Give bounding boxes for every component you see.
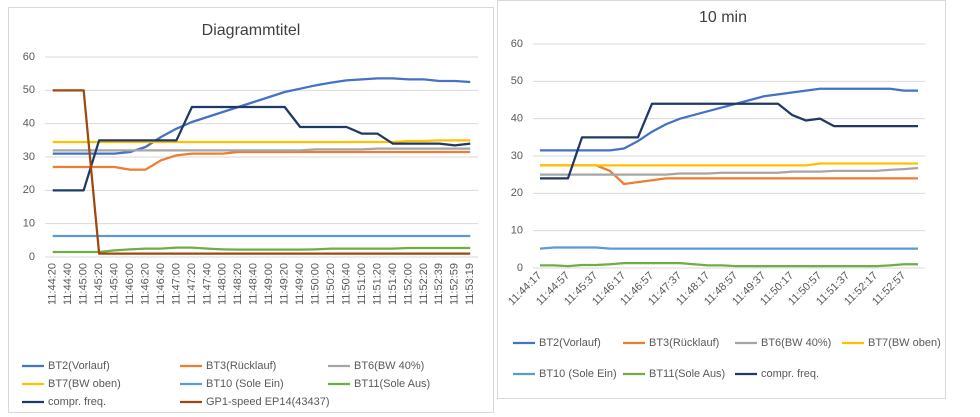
legend-label: BT6(BW 40%) bbox=[761, 337, 831, 349]
x-tick-label: 11:48:40 bbox=[248, 263, 260, 305]
x-tick-label: 11:49:00 bbox=[263, 263, 275, 305]
y-tick-label: 0 bbox=[517, 262, 523, 274]
x-tick-label: 11:47:20 bbox=[186, 263, 198, 305]
series-line bbox=[52, 147, 471, 152]
x-tick-label: 11:45:20 bbox=[93, 263, 105, 305]
x-tick-label: 11:52:59 bbox=[449, 263, 461, 305]
y-tick-label: 40 bbox=[23, 118, 35, 130]
x-tick-label: 11:49:20 bbox=[279, 263, 291, 305]
series-line bbox=[540, 164, 918, 186]
legend-label: BT11(Sole Aus) bbox=[354, 378, 430, 390]
series-line bbox=[540, 162, 918, 167]
series-line bbox=[540, 262, 918, 268]
chart-frame bbox=[8, 7, 494, 413]
y-tick-label: 50 bbox=[511, 75, 523, 87]
x-tick-label: 11:44:40 bbox=[62, 263, 74, 305]
legend-label: BT10 (Sole Ein) bbox=[206, 378, 284, 390]
legend-label: BT2(Vorlauf) bbox=[48, 360, 110, 372]
y-tick-label: 10 bbox=[511, 225, 523, 237]
series-line bbox=[52, 150, 471, 171]
legend-label: BT7(BW oben) bbox=[868, 337, 941, 349]
x-tick-label: 11:50:00 bbox=[310, 263, 322, 305]
series-line bbox=[52, 105, 471, 192]
x-tick-label: 11:46:40 bbox=[155, 263, 167, 305]
legend-label: GP1-speed EP14(43437) bbox=[206, 396, 330, 408]
chart-title: 10 min bbox=[699, 9, 747, 26]
y-tick-label: 20 bbox=[23, 184, 35, 196]
y-tick-label: 40 bbox=[511, 113, 523, 125]
y-tick-label: 50 bbox=[23, 84, 35, 96]
y-tick-label: 60 bbox=[23, 51, 35, 63]
legend-label: BT2(Vorlauf) bbox=[539, 337, 601, 349]
legend-label: compr. freq. bbox=[761, 368, 819, 380]
y-tick-label: 10 bbox=[23, 218, 35, 230]
x-tick-label: 11:52:20 bbox=[418, 263, 430, 305]
legend-label: BT10 (Sole Ein) bbox=[539, 368, 617, 380]
x-tick-label: 11:49:40 bbox=[294, 263, 306, 305]
x-tick-label: 11:50:40 bbox=[340, 263, 352, 305]
x-tick-label: 11:51:40 bbox=[387, 263, 399, 305]
x-tick-label: 11:44:20 bbox=[47, 263, 59, 305]
legend-label: BT3(Rücklauf) bbox=[206, 360, 276, 372]
x-tick-label: 11:45:00 bbox=[78, 263, 90, 305]
x-tick-label: 11:46:00 bbox=[124, 263, 136, 305]
series-line bbox=[540, 102, 918, 180]
y-tick-label: 60 bbox=[511, 38, 523, 50]
legend-label: BT6(BW 40%) bbox=[354, 360, 424, 372]
legend-label: BT11(Sole Aus) bbox=[649, 368, 725, 380]
x-tick-label: 11:52:00 bbox=[402, 263, 414, 305]
x-tick-label: 11:52:39 bbox=[433, 263, 445, 305]
y-tick-label: 0 bbox=[29, 251, 35, 263]
chart-title: Diagrammtitel bbox=[202, 22, 301, 39]
series-line bbox=[539, 246, 918, 250]
x-tick-label: 11:48:20 bbox=[232, 263, 244, 305]
x-tick-label: 11:46:20 bbox=[139, 263, 151, 305]
x-tick-label: 11:45:40 bbox=[108, 263, 120, 305]
y-tick-label: 30 bbox=[511, 150, 523, 162]
x-tick-label: 11:51:00 bbox=[356, 263, 368, 305]
x-tick-label: 11:53:19 bbox=[464, 263, 476, 305]
series-line bbox=[52, 139, 471, 144]
x-tick-label: 11:51:20 bbox=[371, 263, 383, 305]
chart-frame bbox=[497, 0, 946, 399]
legend-label: BT7(BW oben) bbox=[48, 378, 121, 390]
x-tick-label: 11:47:00 bbox=[170, 263, 182, 305]
y-tick-label: 20 bbox=[511, 187, 523, 199]
series-line bbox=[540, 166, 919, 176]
x-tick-label: 11:47:40 bbox=[201, 263, 213, 305]
legend-label: compr. freq. bbox=[48, 396, 106, 408]
series-line bbox=[52, 77, 471, 155]
y-tick-label: 30 bbox=[23, 151, 35, 163]
series-line bbox=[52, 246, 471, 254]
series-line bbox=[52, 89, 471, 255]
legend-label: BT3(Rücklauf) bbox=[649, 337, 719, 349]
series-line bbox=[540, 87, 918, 152]
x-tick-label: 11:50:20 bbox=[325, 263, 337, 305]
x-tick-label: 11:48:00 bbox=[217, 263, 229, 305]
